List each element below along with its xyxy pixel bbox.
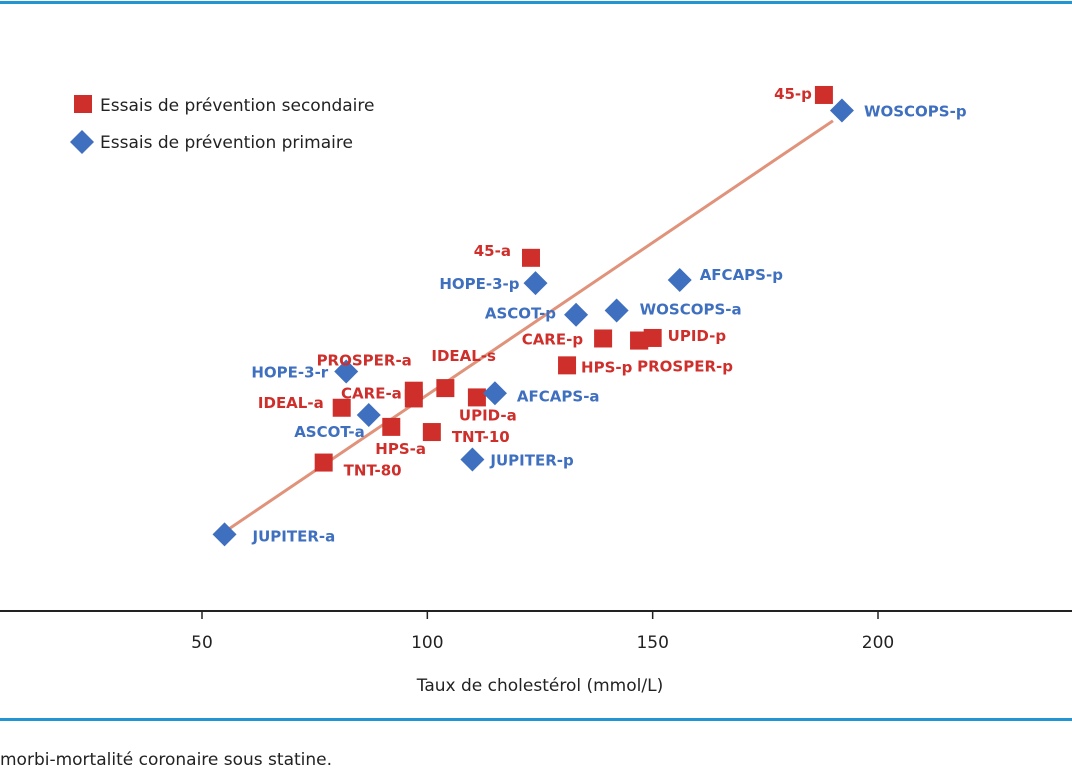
secondary-trial-point <box>643 328 662 347</box>
secondary-trial-point <box>521 248 540 267</box>
secondary-trial-point <box>558 356 577 375</box>
figure-caption: morbi-mortalité coronaire sous statine. <box>0 750 333 770</box>
point-label: HOPE-3-p <box>439 275 519 293</box>
point-label: CARE-a <box>341 384 402 402</box>
primary-trial-point <box>334 359 359 384</box>
points-layer <box>212 85 854 547</box>
point-label: IDEAL-a <box>258 394 324 412</box>
x-tick-label: 50 <box>191 633 213 653</box>
point-label: ASCOT-a <box>294 423 365 441</box>
primary-trial-point <box>667 268 692 293</box>
secondary-trial-point <box>436 379 455 398</box>
secondary-trial-point <box>630 331 649 350</box>
point-label: TNT-10 <box>452 428 510 446</box>
point-label: PROSPER-p <box>637 358 733 376</box>
point-label: WOSCOPS-p <box>864 102 967 120</box>
primary-trial-point <box>829 98 854 123</box>
legend-diamond-marker <box>70 130 94 154</box>
point-label: TNT-80 <box>344 462 402 480</box>
point-label: JUPITER-a <box>252 527 336 545</box>
x-tick-label: 150 <box>636 633 668 653</box>
point-label: IDEAL-s <box>431 347 496 365</box>
secondary-trial-point <box>332 398 351 417</box>
top-rule <box>0 1 1072 4</box>
secondary-trial-point <box>814 85 833 104</box>
point-label: AFCAPS-p <box>700 266 783 284</box>
point-label: UPID-p <box>668 327 727 345</box>
primary-trial-point <box>482 381 507 406</box>
point-label: JUPITER-p <box>489 451 574 469</box>
secondary-trial-point <box>404 389 423 408</box>
x-axis: 50 100 150 200 <box>0 610 1072 653</box>
legend: Essais de prévention secondaire Essais d… <box>70 95 374 154</box>
primary-trial-point <box>604 298 629 323</box>
legend-label-secondary: Essais de prévention secondaire <box>100 96 374 116</box>
point-label: HPS-a <box>375 440 426 458</box>
point-label: HPS-p <box>581 358 633 376</box>
primary-trial-point <box>212 522 237 547</box>
secondary-trial-point <box>467 388 486 407</box>
bottom-rule <box>0 718 1072 721</box>
primary-trial-point <box>460 447 485 472</box>
point-label: AFCAPS-a <box>517 387 600 405</box>
scatter-chart: 45-p 45-a CARE-p UPID-p HPS-p PROSPER-p IDEAL-… <box>0 85 1072 696</box>
secondary-trial-point <box>594 329 613 348</box>
secondary-trial-point <box>382 417 401 436</box>
point-label: CARE-p <box>522 330 584 348</box>
point-label: HOPE-3-r <box>251 364 328 382</box>
primary-trial-point <box>356 402 381 427</box>
legend-label-primary: Essais de prévention primaire <box>100 133 353 153</box>
legend-square-marker <box>74 95 92 113</box>
primary-trial-point <box>564 302 589 327</box>
primary-trial-point <box>523 271 548 296</box>
point-label: ASCOT-p <box>485 305 556 323</box>
x-tick-label: 200 <box>862 633 894 653</box>
point-label: WOSCOPS-a <box>640 301 742 319</box>
secondary-trial-point <box>314 453 333 472</box>
point-label: UPID-a <box>459 406 517 424</box>
secondary-trial-point <box>422 423 441 442</box>
point-label: 45-p <box>774 85 812 103</box>
labels-layer: 45-p 45-a CARE-p UPID-p HPS-p PROSPER-p IDEAL-… <box>251 85 966 545</box>
point-label: PROSPER-a <box>317 352 412 370</box>
point-label: 45-a <box>474 242 511 260</box>
x-tick-label: 100 <box>411 633 443 653</box>
x-axis-title: Taux de cholestérol (mmol/L) <box>416 676 663 696</box>
